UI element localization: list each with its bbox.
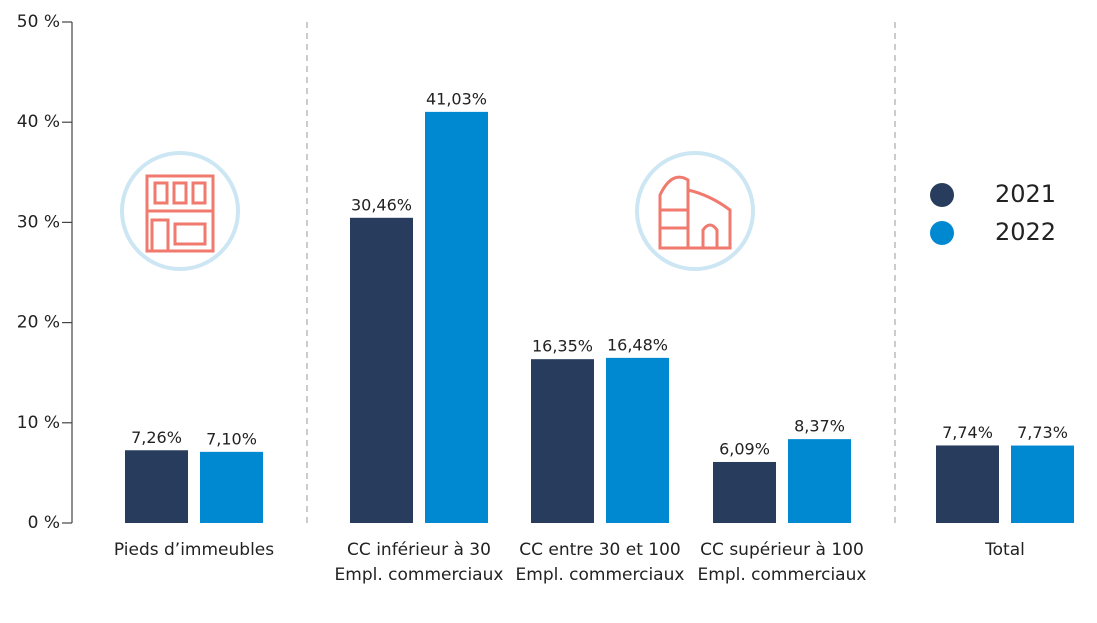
bar [713, 461, 776, 523]
y-tick-label: 30 % [17, 212, 60, 232]
value-label: 7,74% [942, 423, 993, 442]
y-tick-label: 20 % [17, 313, 60, 333]
x-tick-label: CC supérieur à 100 Empl. commerciaux [697, 540, 867, 585]
x-tick-label-box: Pieds d’immeubles [113, 540, 275, 560]
bar [1011, 445, 1074, 523]
value-label: 41,03% [426, 89, 487, 108]
bar [200, 451, 263, 523]
x-tick-label-box: CC supérieur à 100 Empl. commerciaux [697, 540, 867, 585]
x-tick-label-box: CC inférieur à 30 Empl. commerciaux [334, 540, 504, 585]
value-label: 7,26% [131, 428, 182, 447]
bar [936, 445, 999, 523]
value-label: 16,48% [607, 335, 668, 354]
shop-icon [120, 151, 240, 271]
value-label: 8,37% [794, 417, 845, 436]
y-tick-label: 0 % [28, 513, 60, 533]
bar [425, 111, 488, 524]
bar [606, 357, 669, 523]
value-label: 7,10% [206, 429, 257, 448]
value-label: 6,09% [719, 439, 770, 458]
value-label: 7,73% [1017, 423, 1068, 442]
legend-label: 2022 [995, 218, 1056, 246]
legend-swatch [930, 183, 954, 207]
value-label: 30,46% [351, 195, 412, 214]
mall-icon [635, 151, 755, 271]
x-tick-label: Pieds d’immeubles [113, 540, 275, 560]
y-tick-label: 10 % [17, 413, 60, 433]
y-tick-label: 50 % [17, 12, 60, 32]
x-tick-label: CC inférieur à 30 Empl. commerciaux [334, 540, 504, 585]
x-tick-label: Total [985, 540, 1025, 560]
bar [350, 217, 413, 523]
bar [125, 450, 188, 523]
x-tick-label-box: Total [985, 540, 1025, 560]
legend-label: 2021 [995, 180, 1056, 208]
bar [788, 439, 851, 523]
x-tick-label: CC entre 30 et 100 Empl. commerciaux [515, 540, 685, 585]
x-tick-label-box: CC entre 30 et 100 Empl. commerciaux [515, 540, 685, 585]
y-tick-label: 40 % [17, 112, 60, 132]
value-label: 16,35% [532, 337, 593, 356]
legend-swatch [930, 221, 954, 245]
bar [531, 359, 594, 523]
